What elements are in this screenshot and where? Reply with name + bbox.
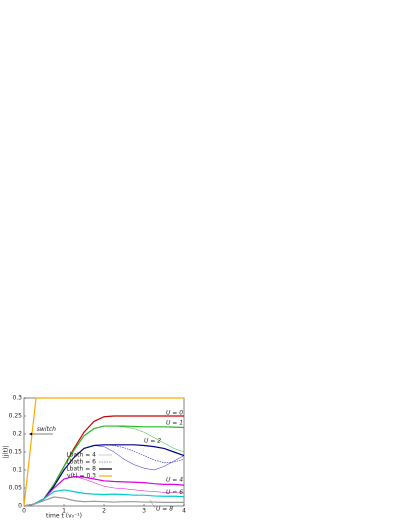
series-line xyxy=(23,425,185,507)
annotation: U = 2 xyxy=(144,438,161,445)
annotation: switch xyxy=(37,426,56,433)
series-line xyxy=(23,489,185,507)
series-line xyxy=(23,496,184,507)
annotation: U = 6 xyxy=(166,489,183,496)
y-tick-label: 0 xyxy=(18,503,22,510)
bias-line xyxy=(23,397,184,507)
annotation: U = 0 xyxy=(166,410,183,417)
legend-label: Lbath = 8 xyxy=(66,466,96,473)
y-tick-label: 0.2 xyxy=(12,431,22,438)
series-line xyxy=(23,444,185,507)
y-axis-label: |j(t)| xyxy=(3,446,10,459)
x-axis-label: time t (v₀⁻¹) xyxy=(46,513,82,520)
legend-label: Lbath = 6 xyxy=(66,459,96,466)
annotation: U = 1 xyxy=(166,420,183,427)
x-tick-label: 4 xyxy=(182,508,186,515)
x-tick-label: 3 xyxy=(142,508,146,515)
y-tick-label: 0.25 xyxy=(9,413,23,420)
switch-arrowhead xyxy=(29,432,32,436)
series-line xyxy=(23,444,185,507)
series-line xyxy=(23,475,185,507)
legend-label: v(t) = 0.3 xyxy=(67,473,96,480)
annotation: U = 8 xyxy=(156,505,173,512)
x-tick-label: 1 xyxy=(62,508,66,515)
legend-label: Lbath = 4 xyxy=(66,452,96,459)
y-tick-label: 0.15 xyxy=(9,449,23,456)
y-tick-label: 0.3 xyxy=(12,395,22,402)
x-tick-label: 2 xyxy=(102,508,106,515)
x-tick-label: 0 xyxy=(22,508,26,515)
annotation: U = 4 xyxy=(166,477,183,484)
y-tick-label: 0.05 xyxy=(9,485,23,492)
y-tick-label: 0.1 xyxy=(12,467,22,474)
plot-frame xyxy=(23,397,185,507)
u8-leader xyxy=(149,499,156,509)
